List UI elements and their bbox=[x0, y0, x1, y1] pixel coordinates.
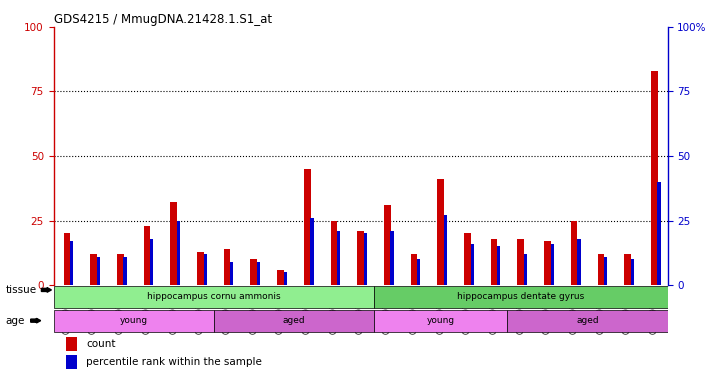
Bar bbox=[417, 259, 421, 285]
Bar bbox=[518, 238, 524, 285]
Text: hippocampus cornu ammonis: hippocampus cornu ammonis bbox=[147, 292, 281, 301]
Text: percentile rank within the sample: percentile rank within the sample bbox=[86, 357, 262, 367]
Bar bbox=[223, 249, 231, 285]
Text: age: age bbox=[6, 316, 25, 326]
Text: hippocampus dentate gyrus: hippocampus dentate gyrus bbox=[457, 292, 584, 301]
Bar bbox=[658, 182, 660, 285]
Bar bbox=[66, 337, 77, 351]
Bar bbox=[578, 238, 580, 285]
Bar bbox=[491, 238, 498, 285]
Bar bbox=[651, 71, 658, 285]
Bar bbox=[54, 286, 374, 308]
Bar bbox=[311, 218, 313, 285]
Bar bbox=[374, 310, 508, 331]
Bar bbox=[197, 252, 203, 285]
Bar bbox=[437, 179, 444, 285]
Bar bbox=[471, 244, 474, 285]
Bar bbox=[363, 233, 367, 285]
Bar bbox=[304, 169, 311, 285]
Bar bbox=[213, 310, 374, 331]
Bar bbox=[604, 257, 607, 285]
Bar bbox=[64, 233, 70, 285]
Bar bbox=[283, 272, 287, 285]
Bar bbox=[508, 310, 668, 331]
Text: tissue: tissue bbox=[6, 285, 37, 295]
Bar bbox=[124, 257, 126, 285]
Bar bbox=[598, 254, 604, 285]
Bar bbox=[357, 231, 364, 285]
Bar bbox=[331, 220, 337, 285]
Bar bbox=[391, 231, 393, 285]
Bar bbox=[66, 354, 77, 369]
Bar bbox=[570, 220, 578, 285]
Bar bbox=[177, 220, 180, 285]
Text: young: young bbox=[426, 316, 455, 325]
Bar bbox=[630, 259, 634, 285]
Bar bbox=[411, 254, 417, 285]
Bar bbox=[70, 241, 74, 285]
Bar bbox=[171, 202, 177, 285]
Bar bbox=[524, 254, 527, 285]
Bar bbox=[464, 233, 471, 285]
Bar bbox=[231, 262, 233, 285]
Bar bbox=[624, 254, 631, 285]
Bar bbox=[550, 244, 554, 285]
Text: GDS4215 / MmugDNA.21428.1.S1_at: GDS4215 / MmugDNA.21428.1.S1_at bbox=[54, 13, 271, 26]
Bar bbox=[97, 257, 100, 285]
Bar bbox=[337, 231, 341, 285]
Bar bbox=[150, 238, 154, 285]
Text: young: young bbox=[119, 316, 148, 325]
Bar bbox=[117, 254, 124, 285]
Bar bbox=[374, 286, 668, 308]
Text: aged: aged bbox=[576, 316, 599, 325]
Bar bbox=[144, 226, 151, 285]
Bar bbox=[257, 262, 260, 285]
Bar bbox=[544, 241, 550, 285]
Bar bbox=[384, 205, 391, 285]
Bar bbox=[90, 254, 97, 285]
Text: aged: aged bbox=[283, 316, 305, 325]
Bar bbox=[497, 247, 501, 285]
Text: count: count bbox=[86, 339, 116, 349]
Bar bbox=[203, 254, 207, 285]
Bar bbox=[444, 215, 447, 285]
Bar bbox=[251, 259, 257, 285]
Bar bbox=[277, 270, 284, 285]
Bar bbox=[54, 310, 213, 331]
